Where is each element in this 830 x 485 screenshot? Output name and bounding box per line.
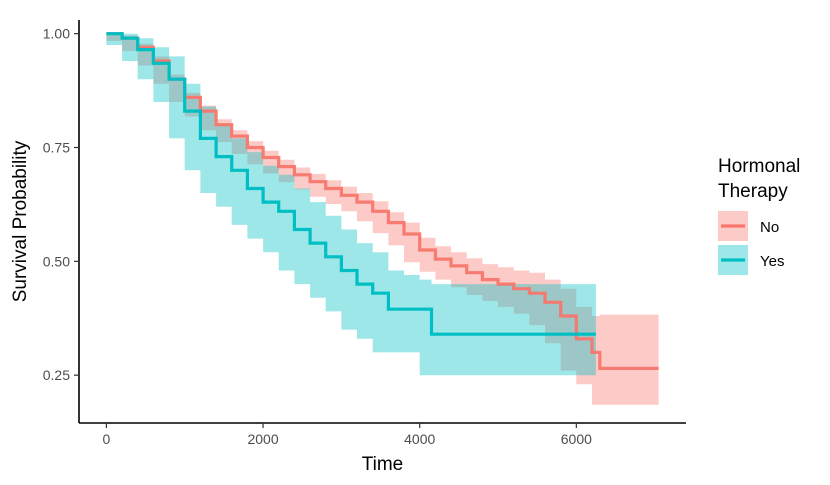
tick-marks: 0 2000 4000 6000 0.25 0.50 0.75 1.00 [43,26,592,447]
survival-curve-no [106,32,659,370]
axes [78,20,686,424]
confidence-bands [106,33,659,405]
y-tick-label: 0.25 [43,367,70,383]
survival-curves [106,32,659,370]
x-tick-label: 0 [103,431,111,447]
y-tick-label: 0.75 [43,140,70,156]
survival-curve-yes [106,32,596,336]
legend-keys: No Yes [718,211,784,275]
legend-label-no: No [760,219,779,236]
x-axis-title: Time [362,454,404,475]
legend-label-yes: Yes [760,253,784,270]
confidence-band-no [106,33,659,405]
y-tick-label: 1.00 [43,26,70,42]
y-axis-title: Survival Probability [10,140,31,302]
x-tick-label: 2000 [247,431,278,447]
legend-title-line-2: Therapy [718,181,788,202]
legend: Hormonal Therapy No Yes [718,156,800,275]
confidence-band-yes [106,33,596,376]
x-tick-label: 4000 [404,431,435,447]
x-tick-label: 6000 [561,431,592,447]
y-tick-label: 0.50 [43,253,70,269]
legend-title-line-1: Hormonal [718,156,800,177]
